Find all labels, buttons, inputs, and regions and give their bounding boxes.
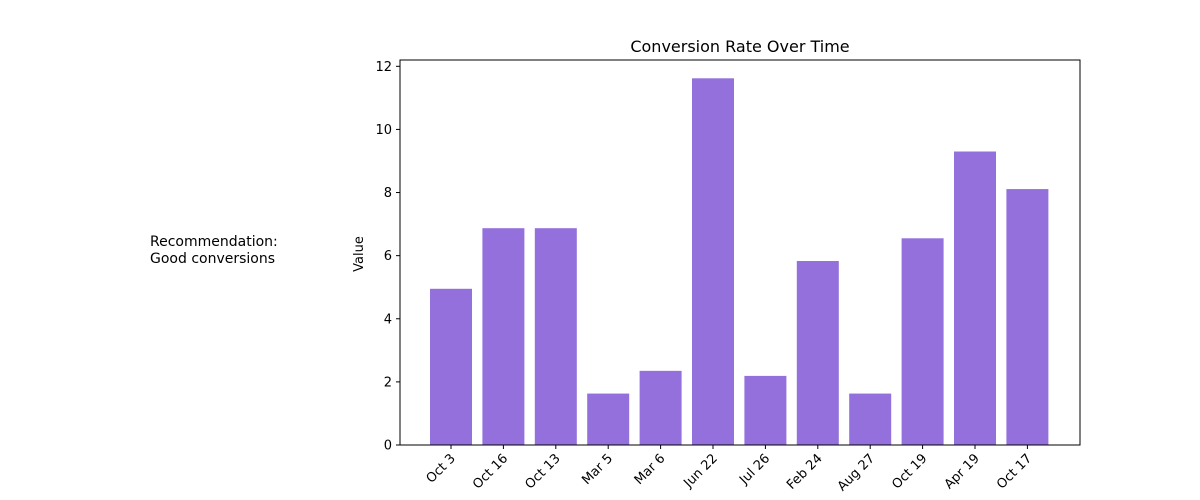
bar-oct-16 — [482, 228, 525, 445]
chart-title: Conversion Rate Over Time — [630, 37, 849, 56]
y-tick-label: 6 — [384, 249, 392, 264]
bar-oct-13 — [534, 228, 577, 445]
recommendation-note: Recommendation: Good conversions — [150, 234, 278, 268]
bar-feb-24 — [796, 261, 839, 445]
recommendation-text: Good conversions — [150, 251, 276, 267]
x-tick-label: Feb 24 — [784, 451, 826, 493]
y-tick-label: 10 — [375, 123, 392, 138]
bars-group — [430, 78, 1049, 445]
y-axis-ticks: 0 2 4 6 8 10 12 — [375, 60, 400, 454]
x-axis-ticks: Oct 3 Oct 16 Oct 13 Mar 5 Mar 6 Jun 22 Jul 26 F… — [424, 445, 1035, 494]
y-tick-label: 2 — [384, 375, 392, 390]
plot-area-frame — [399, 59, 1081, 446]
x-tick-label: Mar 6 — [632, 451, 669, 488]
x-tick-label: Oct 17 — [994, 451, 1035, 492]
bar-jul-26 — [744, 375, 787, 445]
bar-apr-19 — [954, 151, 996, 445]
bar-jun-22 — [692, 78, 734, 445]
x-tick-label: Apr 19 — [942, 451, 983, 492]
x-tick-label: Jul 26 — [736, 451, 773, 488]
bar-oct-19 — [901, 238, 944, 445]
x-tick-label: Oct 13 — [523, 451, 564, 492]
bar-oct-3 — [430, 288, 472, 445]
x-tick-label: Mar 5 — [579, 451, 616, 488]
x-tick-label: Aug 27 — [835, 451, 878, 494]
bar-mar-6 — [639, 370, 682, 445]
bar-mar-5 — [587, 393, 630, 445]
y-axis-label: Value — [352, 236, 367, 272]
y-tick-label: 0 — [384, 439, 392, 454]
bar-aug-27 — [849, 393, 892, 445]
x-tick-label: Oct 19 — [889, 451, 930, 492]
bar-oct-17 — [1006, 189, 1049, 445]
y-tick-label: 4 — [384, 312, 392, 327]
y-tick-label: 12 — [375, 60, 392, 75]
recommendation-label: Recommendation: — [150, 234, 278, 250]
y-tick-label: 8 — [384, 186, 392, 201]
x-tick-label: Oct 16 — [470, 451, 511, 492]
x-tick-label: Jun 22 — [681, 451, 721, 491]
x-tick-label: Oct 3 — [424, 451, 459, 486]
